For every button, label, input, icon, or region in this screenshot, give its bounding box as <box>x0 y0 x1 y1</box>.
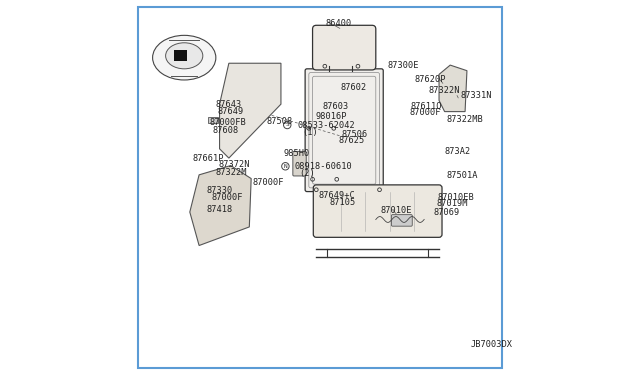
Text: 87602: 87602 <box>340 83 367 92</box>
FancyBboxPatch shape <box>305 69 383 192</box>
FancyBboxPatch shape <box>312 25 376 70</box>
Text: 87611Q: 87611Q <box>411 102 442 110</box>
Text: 87069: 87069 <box>433 208 460 217</box>
Text: 87625: 87625 <box>339 136 365 145</box>
Text: 87019M: 87019M <box>436 199 468 208</box>
Text: 87372N: 87372N <box>219 160 250 169</box>
Text: 87000F: 87000F <box>211 193 243 202</box>
Polygon shape <box>190 166 251 246</box>
Text: 87000F: 87000F <box>410 108 441 117</box>
Text: 985H0: 985H0 <box>284 149 310 158</box>
Text: 87322N: 87322N <box>429 86 461 95</box>
Text: 87331N: 87331N <box>461 91 493 100</box>
Text: 87300E: 87300E <box>388 61 419 70</box>
Text: 87608: 87608 <box>212 126 238 135</box>
Text: S: S <box>285 122 289 128</box>
Text: 87000FB: 87000FB <box>209 118 246 127</box>
Text: 08533-62042: 08533-62042 <box>298 121 355 130</box>
Text: 87643: 87643 <box>215 100 241 109</box>
Text: 86400: 86400 <box>326 19 352 28</box>
Text: 87010E: 87010E <box>380 206 412 215</box>
Text: (2): (2) <box>300 169 316 178</box>
Text: 98016P: 98016P <box>315 112 347 121</box>
Text: 873A2: 873A2 <box>445 147 471 156</box>
Polygon shape <box>209 117 218 123</box>
Text: 87322M: 87322M <box>215 168 246 177</box>
Text: 87000F: 87000F <box>252 178 284 187</box>
Text: N: N <box>284 164 287 169</box>
Text: 87418: 87418 <box>207 205 233 214</box>
FancyBboxPatch shape <box>314 185 442 237</box>
Polygon shape <box>439 65 467 112</box>
Polygon shape <box>220 63 281 158</box>
FancyBboxPatch shape <box>293 151 306 176</box>
Ellipse shape <box>166 43 203 69</box>
Text: (1): (1) <box>303 128 318 137</box>
FancyBboxPatch shape <box>392 215 412 226</box>
Text: 87508: 87508 <box>266 117 292 126</box>
Text: 08918-60610: 08918-60610 <box>294 162 353 171</box>
Ellipse shape <box>152 35 216 80</box>
Text: 87105: 87105 <box>330 198 356 207</box>
Text: 87603: 87603 <box>323 102 349 110</box>
Text: 87649: 87649 <box>218 107 244 116</box>
Text: 87322MB: 87322MB <box>446 115 483 124</box>
Text: 87661P: 87661P <box>193 154 224 163</box>
Text: 87506: 87506 <box>342 130 368 139</box>
FancyBboxPatch shape <box>174 50 187 61</box>
Text: 87620P: 87620P <box>415 76 446 84</box>
Text: 87010EB: 87010EB <box>438 193 474 202</box>
Text: 87649+C: 87649+C <box>319 191 356 200</box>
Text: 87501A: 87501A <box>447 171 478 180</box>
Text: 87330: 87330 <box>207 186 233 195</box>
Text: JB7003DX: JB7003DX <box>470 340 513 349</box>
